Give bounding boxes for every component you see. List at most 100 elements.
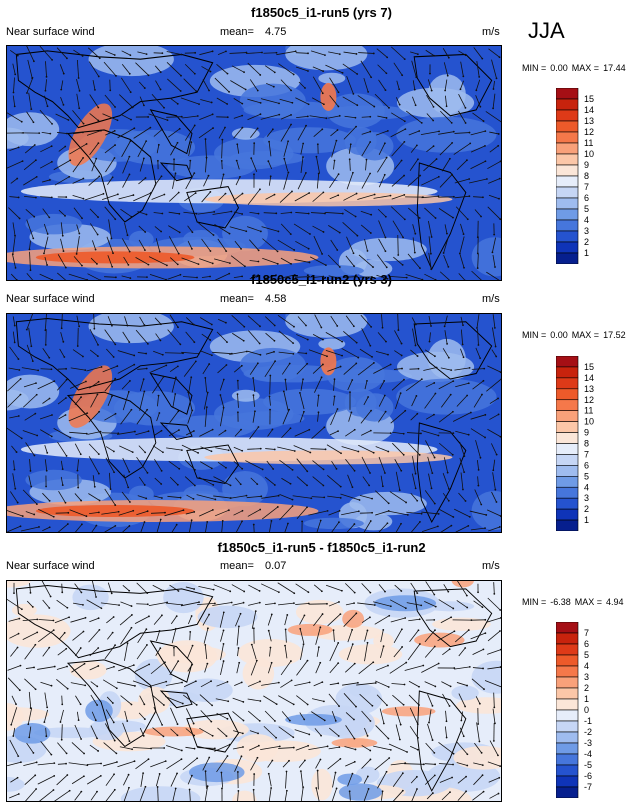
wind-vector bbox=[408, 442, 420, 456]
colorbar-tick-label: 3 bbox=[584, 226, 589, 236]
wind-vector-head bbox=[76, 345, 79, 347]
field-patch bbox=[239, 83, 306, 118]
wind-vector-head bbox=[414, 487, 417, 490]
wind-vector bbox=[69, 509, 87, 517]
wind-vector bbox=[187, 392, 193, 410]
wind-vector bbox=[42, 599, 50, 609]
colorbar-swatch bbox=[556, 88, 579, 100]
wind-vector bbox=[293, 445, 311, 453]
wind-vector bbox=[88, 411, 100, 423]
wind-vector-head bbox=[193, 511, 196, 513]
wind-vector bbox=[154, 65, 162, 73]
wind-vector-head bbox=[132, 509, 135, 512]
wind-vector bbox=[168, 236, 180, 254]
field-patch bbox=[25, 469, 82, 491]
wind-vector-head bbox=[452, 763, 454, 766]
wind-vector-head bbox=[237, 789, 240, 792]
wind-vector bbox=[277, 239, 295, 251]
wind-vector bbox=[150, 512, 166, 514]
wind-vector bbox=[72, 631, 84, 641]
wind-vector-head bbox=[252, 523, 255, 526]
wind-vector bbox=[201, 191, 211, 203]
wind-vector-head bbox=[144, 785, 147, 788]
wind-vector bbox=[12, 316, 16, 326]
wind-vector bbox=[153, 350, 163, 356]
colorbar-tick-label: 5 bbox=[584, 471, 589, 481]
wind-vector-head bbox=[146, 276, 148, 278]
wind-vector bbox=[262, 238, 278, 252]
wind-vector bbox=[213, 584, 231, 592]
wind-vector-head bbox=[245, 230, 248, 233]
wind-vector-head bbox=[20, 608, 23, 611]
wind-vector bbox=[154, 317, 162, 325]
field-patch bbox=[242, 657, 275, 690]
wind-vector-head bbox=[317, 646, 320, 649]
wind-vector-head bbox=[13, 105, 16, 108]
wind-vector-head bbox=[78, 89, 81, 92]
wind-vector-head bbox=[340, 589, 343, 592]
wind-vector-head bbox=[84, 369, 87, 372]
wind-vector-head bbox=[430, 236, 433, 238]
wind-vector bbox=[266, 129, 274, 137]
wind-vector bbox=[364, 642, 368, 662]
colorbar-swatch bbox=[556, 654, 579, 667]
wind-vector-head bbox=[69, 436, 72, 439]
wind-vector bbox=[135, 329, 149, 345]
wind-vector bbox=[61, 313, 63, 329]
wind-vector bbox=[247, 315, 261, 327]
wind-vector-head bbox=[143, 104, 145, 107]
wind-vector bbox=[281, 477, 291, 485]
wind-vector-head bbox=[275, 212, 278, 215]
wind-vector bbox=[185, 430, 195, 436]
wind-vector-head bbox=[143, 484, 146, 486]
wind-vector bbox=[234, 240, 242, 250]
colorbar-tick-label: 1 bbox=[584, 515, 589, 525]
wind-vector bbox=[89, 349, 99, 357]
wind-vector bbox=[166, 62, 182, 76]
wind-vector-head bbox=[191, 247, 193, 250]
wind-vector bbox=[204, 377, 208, 393]
wind-vector bbox=[488, 194, 500, 200]
wind-vector-head bbox=[15, 703, 17, 706]
wind-vector-head bbox=[241, 732, 244, 735]
wind-vector bbox=[245, 460, 263, 470]
wind-vector-head bbox=[78, 232, 81, 235]
coastline bbox=[149, 372, 193, 415]
colorbar-swatch bbox=[556, 410, 579, 422]
wind-vector-head bbox=[193, 430, 195, 432]
wind-vector bbox=[167, 274, 181, 280]
wind-vector bbox=[473, 394, 483, 408]
wind-vector-head bbox=[433, 618, 436, 621]
wind-vector bbox=[232, 711, 244, 721]
wind-vector bbox=[456, 741, 468, 755]
wind-vector-head bbox=[288, 408, 291, 411]
wind-vector-head bbox=[177, 252, 180, 255]
wind-vector bbox=[168, 429, 180, 437]
wind-vector bbox=[121, 275, 131, 279]
wind-vector-head bbox=[420, 512, 423, 515]
wind-vector bbox=[266, 460, 274, 470]
field-patch bbox=[374, 595, 437, 612]
wind-vector-head bbox=[66, 606, 69, 609]
field-patch bbox=[396, 378, 497, 415]
colorbar-tick-label: 6 bbox=[584, 460, 589, 470]
wind-vector bbox=[73, 131, 83, 135]
wind-vector bbox=[283, 141, 289, 157]
wind-vector bbox=[295, 66, 309, 72]
colorbar-tick-label: 11 bbox=[584, 138, 593, 148]
wind-vector bbox=[9, 196, 19, 198]
wind-vector-head bbox=[401, 74, 404, 77]
wind-vector bbox=[123, 774, 129, 786]
wind-vector bbox=[475, 696, 481, 704]
wind-vector-head bbox=[113, 471, 115, 474]
wind-vector-head bbox=[118, 604, 120, 607]
wind-vector-head bbox=[147, 116, 150, 118]
wind-vector-head bbox=[113, 157, 116, 159]
wind-vector bbox=[22, 430, 38, 436]
wind-vector-head bbox=[224, 429, 227, 432]
wind-vector bbox=[268, 141, 272, 157]
wind-vector bbox=[233, 365, 243, 373]
wind-vector-head bbox=[370, 76, 373, 79]
wind-vector bbox=[154, 477, 162, 485]
wind-vector-head bbox=[429, 72, 431, 75]
